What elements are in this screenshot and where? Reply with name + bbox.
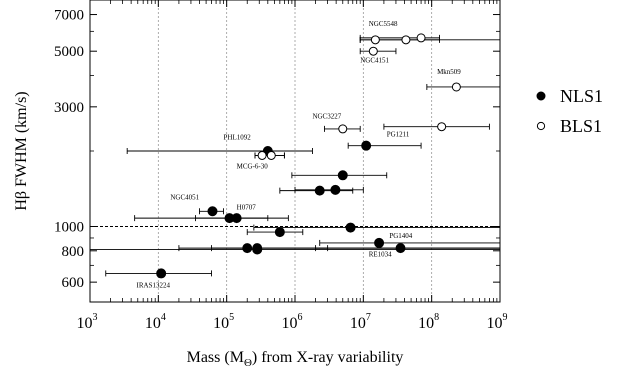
data-point-nls1	[156, 268, 167, 279]
annotation-ngc3227: NGC3227	[312, 112, 341, 120]
x-tick-label: 104	[145, 312, 166, 332]
x-tick-base: 10	[350, 315, 366, 332]
data-points	[156, 33, 461, 279]
x-tick-base: 10	[282, 315, 298, 332]
x-tick-exponent: 6	[298, 312, 303, 323]
data-point-nls1	[207, 206, 218, 217]
data-point-nls1	[337, 170, 348, 181]
annotation-re1034: RE1034	[369, 250, 392, 258]
data-point-bls1	[416, 33, 426, 43]
annotation-pg1211: PG1211	[387, 131, 410, 139]
data-point-bls1	[266, 150, 276, 160]
annotation-ngc4151: NGC4151	[360, 57, 389, 65]
x-tick-label: 109	[487, 312, 508, 332]
x-axis-title-sub: Θ	[244, 357, 252, 369]
x-tick-label: 107	[350, 312, 371, 332]
data-point-nls1	[345, 222, 356, 233]
annotation-h0707: H0707	[237, 203, 257, 211]
y-tick-label: 1000	[54, 220, 84, 236]
x-tick-label: 106	[282, 312, 303, 332]
x-tick-exponent: 9	[503, 312, 508, 323]
data-point-nls1	[274, 227, 285, 238]
annotation-mcg-6-30: MCG-6-30	[237, 163, 269, 171]
x-tick-labels: 103 104 105 106 107 108 109	[77, 312, 508, 332]
x-tick-exponent: 7	[366, 312, 371, 323]
data-point-nls1	[252, 244, 263, 255]
axis-ticks	[89, 0, 501, 303]
annotation-pg1404: PG1404	[389, 232, 412, 240]
data-point-nls1	[314, 185, 325, 196]
data-point-nls1	[374, 237, 385, 248]
data-point-bls1	[401, 35, 411, 45]
x-axis-title-tail: ) from X-ray variability	[252, 349, 404, 366]
annotation-iras13224: IRAS13224	[137, 282, 171, 290]
legend: NLS1 BLS1	[536, 86, 603, 136]
data-point-bls1	[451, 82, 461, 92]
data-point-nls1	[395, 243, 406, 254]
annotation-ngc4051: NGC4051	[170, 194, 199, 202]
point-annotations: IRAS13224 RE1034 PG1404 H0707 NGC4051 MCG-6-3…	[137, 20, 462, 290]
x-tick-label: 103	[77, 312, 98, 332]
x-tick-base: 10	[487, 315, 503, 332]
x-tick-exponent: 5	[229, 312, 234, 323]
legend-marker-nls1	[536, 91, 546, 101]
data-point-bls1	[437, 122, 447, 132]
legend-label-nls1: NLS1	[560, 86, 603, 106]
y-tick-label: 3000	[54, 100, 84, 116]
y-tick-label: 800	[62, 244, 85, 260]
y-axis-title: Hβ FWHM (km/s)	[13, 91, 30, 210]
x-tick-exponent: 3	[93, 312, 98, 323]
y-tick-labels: 600 800 1000 3000 5000 7000	[54, 8, 84, 292]
x-tick-label: 108	[418, 312, 439, 332]
data-point-nls1	[361, 140, 372, 151]
data-point-nls1	[242, 243, 253, 254]
x-axis-title-main: Mass (M	[187, 349, 244, 366]
data-point-nls1	[231, 213, 242, 224]
x-tick-base: 10	[145, 315, 161, 332]
x-tick-base: 10	[213, 315, 229, 332]
legend-marker-bls1	[536, 121, 546, 131]
data-point-bls1	[338, 124, 348, 134]
data-point-bls1	[257, 150, 267, 160]
x-tick-label: 105	[213, 312, 234, 332]
x-tick-base: 10	[77, 315, 93, 332]
annotation-mkn509: Mkn509	[437, 68, 461, 76]
x-tick-exponent: 4	[161, 312, 166, 323]
y-tick-label: 600	[62, 275, 85, 291]
error-bars	[90, 34, 500, 277]
legend-label-bls1: BLS1	[560, 116, 602, 136]
y-tick-label: 7000	[54, 8, 84, 24]
annotation-phl1092: PHL1092	[224, 134, 252, 142]
data-point-bls1	[368, 46, 378, 56]
data-point-nls1	[330, 184, 341, 195]
data-point-bls1	[370, 35, 380, 45]
annotation-ngc5548: NGC5548	[369, 20, 398, 28]
x-tick-exponent: 8	[434, 312, 439, 323]
x-tick-base: 10	[418, 315, 434, 332]
x-axis-title: Mass (MΘ) from X-ray variability	[187, 349, 404, 369]
y-tick-label: 5000	[54, 44, 84, 60]
